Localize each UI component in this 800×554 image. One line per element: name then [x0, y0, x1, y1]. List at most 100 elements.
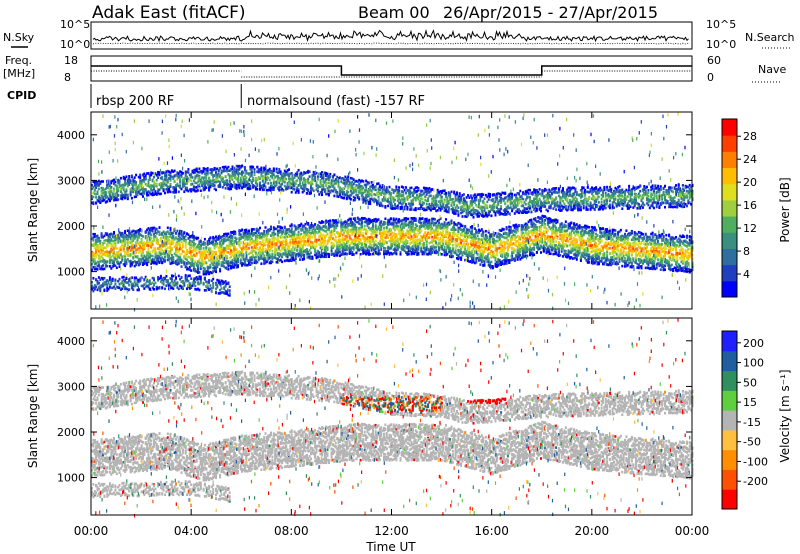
power-cell — [519, 237, 522, 241]
power-cell — [191, 261, 194, 264]
power-cell — [224, 239, 227, 243]
power-cell — [442, 243, 445, 246]
power-cell — [341, 233, 344, 237]
power-cell — [355, 251, 358, 255]
power-cell — [212, 257, 215, 260]
power-cell — [373, 243, 376, 247]
power-cell — [108, 254, 111, 257]
power-cell — [155, 241, 158, 245]
power-cell — [416, 228, 418, 232]
power-cell — [440, 239, 443, 242]
power-cell — [502, 232, 505, 235]
power-cell — [179, 238, 182, 241]
power-cell — [282, 230, 285, 234]
power-cell — [209, 241, 212, 245]
power-cell — [221, 257, 224, 261]
power-cell — [495, 262, 498, 266]
power-cell — [215, 260, 217, 264]
power-cell — [220, 247, 223, 251]
power-cell — [230, 249, 233, 253]
power-cell — [337, 231, 340, 235]
power-cell — [179, 243, 182, 247]
power-cell — [301, 253, 304, 257]
power-cell — [153, 239, 155, 242]
power-cell — [418, 227, 421, 231]
power-cell — [271, 260, 274, 264]
power-cell — [217, 254, 220, 258]
power-cell — [322, 243, 325, 246]
power-cell — [198, 240, 201, 243]
power-cell — [374, 243, 377, 247]
power-cell — [365, 230, 368, 234]
power-cell — [457, 242, 460, 246]
power-cell — [197, 265, 200, 269]
power-cell — [150, 243, 153, 246]
power-cell — [314, 232, 317, 236]
power-cell — [511, 252, 514, 256]
power-cell — [395, 245, 398, 248]
power-cell — [93, 267, 96, 271]
power-cell — [246, 232, 249, 235]
power-cell — [512, 229, 515, 233]
power-cell — [513, 229, 516, 233]
power-cell — [264, 237, 267, 241]
power-cell — [563, 245, 566, 248]
power-cell — [367, 226, 370, 230]
power-cell — [253, 239, 256, 243]
power-cell — [472, 260, 475, 264]
power-cell — [223, 250, 226, 253]
power-cell — [476, 256, 479, 260]
power-cell — [360, 220, 363, 223]
power-cell — [555, 226, 558, 230]
power-cell — [198, 242, 201, 245]
power-cell — [449, 248, 452, 252]
power-cell — [282, 245, 285, 248]
power-cell — [498, 246, 501, 250]
power-cell — [491, 266, 494, 270]
power-cell — [192, 265, 195, 268]
power-cell — [568, 226, 571, 230]
power-cell — [93, 257, 96, 261]
power-cell — [310, 232, 312, 235]
power-cell — [411, 217, 414, 220]
power-cell — [450, 249, 453, 253]
power-cell — [534, 223, 537, 227]
power-cell — [96, 260, 99, 264]
power-cell — [238, 232, 241, 235]
power-cell — [257, 231, 260, 235]
power-cell — [530, 252, 533, 256]
power-cell — [564, 225, 567, 229]
power-cell — [530, 220, 533, 224]
power-cell — [125, 251, 128, 254]
power-cell — [392, 252, 395, 255]
power-cell — [359, 246, 362, 249]
power-cell — [383, 223, 385, 226]
power-cell — [369, 253, 372, 256]
power-cell — [530, 238, 533, 242]
power-cell — [115, 247, 118, 250]
power-cell — [279, 243, 282, 247]
power-cell — [104, 260, 107, 264]
power-cell — [154, 249, 157, 252]
power-cell — [428, 221, 431, 224]
power-cell — [541, 219, 544, 223]
power-cell — [281, 255, 284, 259]
power-cell — [535, 251, 538, 254]
power-cell — [278, 248, 281, 252]
power-cell — [542, 233, 545, 236]
power-cell — [108, 260, 111, 263]
power-cell — [111, 260, 114, 263]
power-cell — [300, 222, 303, 226]
power-cell — [534, 235, 537, 238]
power-cell — [263, 229, 266, 233]
power-cell — [358, 234, 361, 238]
power-cell — [257, 248, 260, 252]
power-cell — [177, 241, 180, 244]
power-cell — [231, 266, 234, 269]
power-cell — [194, 267, 197, 271]
power-cell — [191, 236, 194, 239]
power-cell — [362, 217, 365, 220]
power-cell — [380, 242, 383, 246]
power-cell — [349, 248, 352, 251]
power-cell — [378, 241, 381, 244]
